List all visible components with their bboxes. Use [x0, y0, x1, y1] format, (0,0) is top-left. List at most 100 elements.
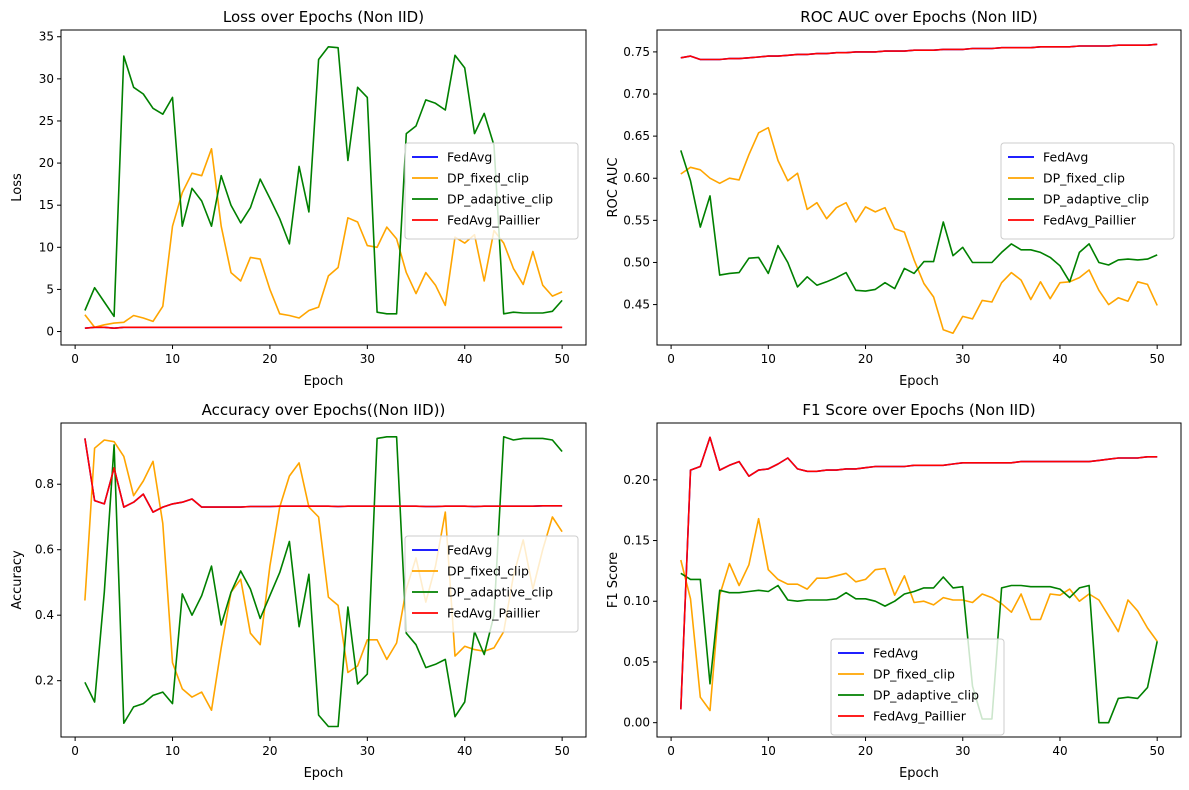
x-tick-label: 40: [1052, 352, 1067, 366]
legend-entry: DP_adaptive_clip: [873, 688, 979, 703]
chart-panel-3: Accuracy over Epochs((Non IID)) 0 10 20 30 40…: [10, 401, 587, 781]
x-tick-label: 20: [262, 352, 277, 366]
y-axis-label: Accuracy: [10, 550, 25, 610]
y-tick-label: 0.75: [623, 45, 650, 59]
chart-title: Loss over Epochs (Non IID): [223, 8, 424, 26]
series-line-fedavg-paillier: [84, 326, 563, 330]
y-tick-label: 0.8: [35, 477, 54, 491]
y-tick-label: 35: [39, 30, 54, 44]
x-axis-label: Epoch: [304, 374, 344, 389]
x-tick-label: 10: [761, 352, 776, 366]
series-line-dp-fixed-clip: [84, 148, 563, 329]
x-tick-label: 50: [554, 744, 569, 758]
x-tick-label: 20: [858, 744, 873, 758]
legend: FedAvg DP_fixed_clip DP_adaptive_clip FedAv…: [830, 638, 1005, 736]
x-tick-label: 30: [955, 352, 970, 366]
legend-entry: DP_fixed_clip: [447, 564, 529, 579]
legend-entry: DP_fixed_clip: [873, 667, 955, 682]
series-group: [84, 45, 563, 330]
x-tick-label: 50: [1150, 352, 1165, 366]
legend-box: [1000, 142, 1175, 240]
legend-box: [404, 142, 579, 240]
series-group: [680, 43, 1158, 335]
legend-entry: DP_fixed_clip: [447, 171, 529, 186]
y-tick-label: 0.6: [35, 543, 54, 557]
y-tick-label: 0.15: [623, 534, 650, 548]
legend-entry: FedAvg_Paillier: [1043, 213, 1137, 228]
x-tick-label: 50: [554, 352, 569, 366]
legend-entry: FedAvg: [1043, 150, 1088, 165]
x-axis-label: Epoch: [899, 374, 939, 389]
x-tick-label: 20: [262, 744, 277, 758]
x-tick-label: 30: [955, 744, 970, 758]
series-group: [84, 435, 563, 728]
chart-panel-4: F1 Score over Epochs (Non IID) 0 10 20 30 40 5…: [606, 401, 1182, 781]
y-tick-label: 0.2: [35, 674, 54, 688]
x-tick-label: 0: [71, 744, 79, 758]
legend-box: [830, 638, 1005, 736]
x-tick-label: 20: [858, 352, 873, 366]
x-axis-label: Epoch: [899, 766, 939, 781]
y-tick-label: 0.50: [623, 255, 650, 269]
chart-title: ROC AUC over Epochs (Non IID): [800, 8, 1037, 26]
chart-panel-2: ROC AUC over Epochs (Non IID) 0 10 20 30 40 50…: [606, 8, 1182, 389]
y-tick-label: 10: [39, 240, 54, 254]
series-line-fedavg: [84, 438, 563, 513]
y-tick-label: 0.55: [623, 213, 650, 227]
series-line-fedavg-paillier: [680, 43, 1158, 61]
x-tick-label: 10: [165, 744, 180, 758]
y-axis-label: F1 Score: [606, 552, 621, 608]
legend-entry: DP_adaptive_clip: [447, 192, 553, 207]
y-tick-label: 0.65: [623, 129, 650, 143]
x-tick-label: 0: [71, 352, 79, 366]
x-tick-label: 10: [761, 744, 776, 758]
y-axis-label: ROC AUC: [606, 158, 621, 218]
x-axis-label: Epoch: [304, 766, 344, 781]
series-line-dp-adaptive-clip: [680, 572, 1158, 724]
legend-entry: FedAvg: [873, 646, 918, 661]
y-tick-label: 0.10: [623, 594, 650, 608]
legend-entry: FedAvg_Paillier: [447, 213, 541, 228]
y-tick-label: 15: [39, 198, 54, 212]
x-tick-label: 40: [457, 352, 472, 366]
series-line-dp-adaptive-clip: [84, 435, 563, 728]
legend-entry: FedAvg: [447, 150, 492, 165]
y-tick-label: 0: [46, 325, 54, 339]
y-tick-label: 0.60: [623, 171, 650, 185]
chart-title: F1 Score over Epochs (Non IID): [802, 401, 1035, 419]
legend: FedAvg DP_fixed_clip DP_adaptive_clip FedAv…: [1000, 142, 1175, 240]
series-line-dp-adaptive-clip: [84, 45, 563, 318]
series-group: [680, 436, 1158, 724]
y-tick-label: 0.4: [35, 608, 54, 622]
y-tick-label: 25: [39, 114, 54, 128]
y-tick-label: 0.00: [623, 716, 650, 730]
series-line-dp-adaptive-clip: [680, 150, 1158, 292]
y-tick-label: 30: [39, 72, 54, 86]
x-tick-label: 40: [1052, 744, 1067, 758]
legend: FedAvg DP_fixed_clip DP_adaptive_clip FedAv…: [404, 142, 579, 240]
x-tick-label: 0: [667, 352, 675, 366]
x-tick-label: 40: [457, 744, 472, 758]
plot-frame: [60, 422, 587, 738]
x-tick-label: 30: [360, 352, 375, 366]
y-tick-label: 0.20: [623, 473, 650, 487]
chart-panel-1: Loss over Epochs (Non IID) 0 10 20 30 40 50 0 5 1…: [10, 8, 587, 389]
x-tick-label: 0: [667, 744, 675, 758]
legend-entry: DP_adaptive_clip: [1043, 192, 1149, 207]
x-tick-label: 10: [165, 352, 180, 366]
legend-entry: FedAvg_Paillier: [447, 606, 541, 621]
legend-entry: DP_fixed_clip: [1043, 171, 1125, 186]
chart-title: Accuracy over Epochs((Non IID)): [202, 401, 446, 419]
legend-entry: FedAvg: [447, 543, 492, 558]
y-tick-label: 0.70: [623, 87, 650, 101]
y-tick-label: 20: [39, 156, 54, 170]
legend-box: [404, 535, 579, 633]
x-tick-label: 50: [1150, 744, 1165, 758]
y-tick-label: 5: [46, 282, 54, 296]
x-tick-label: 30: [360, 744, 375, 758]
series-line-fedavg-paillier: [84, 438, 563, 513]
plot-frame: [60, 29, 587, 346]
legend-entry: FedAvg_Paillier: [873, 709, 967, 724]
series-line-dp-fixed-clip: [680, 126, 1158, 335]
y-tick-label: 0.05: [623, 655, 650, 669]
